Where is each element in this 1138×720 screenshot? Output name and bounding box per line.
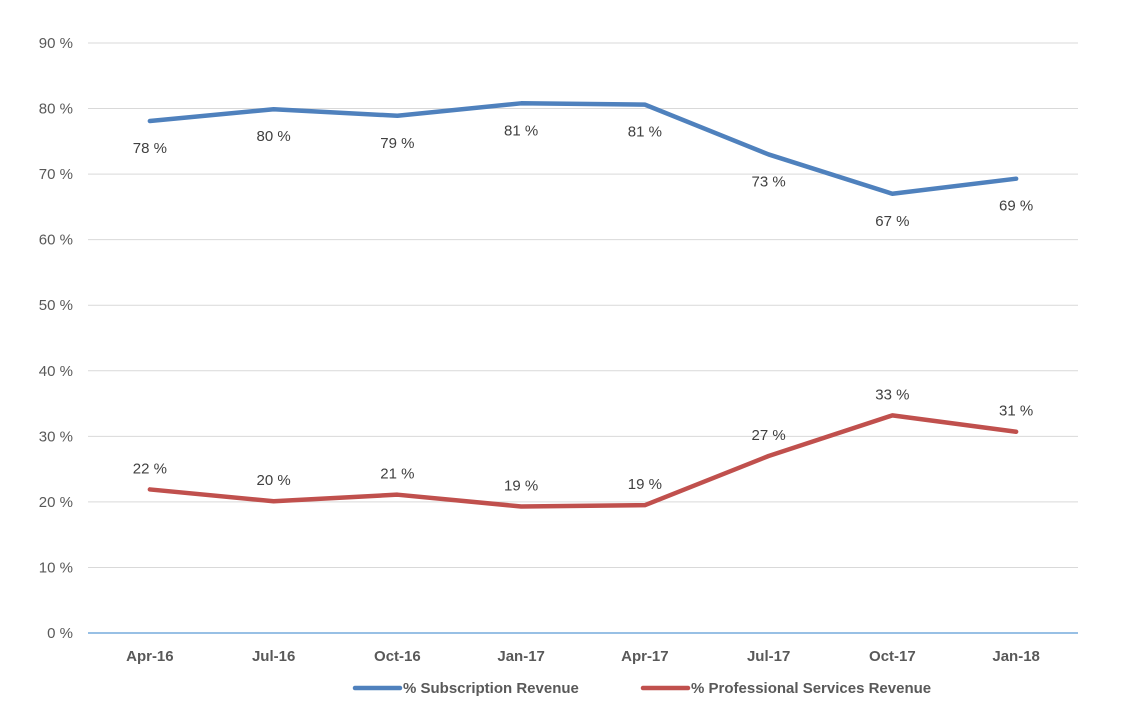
- data-label: 81 %: [628, 124, 662, 141]
- y-tick-label: 60 %: [39, 232, 73, 249]
- series-line-2: [147, 413, 1019, 509]
- x-tick-label: Jul-16: [252, 648, 295, 665]
- data-label: 79 %: [380, 135, 414, 152]
- x-tick-label: Oct-16: [374, 648, 421, 665]
- data-label: 20 %: [257, 472, 291, 489]
- gridlines: [88, 42, 1078, 568]
- y-axis-ticks: 0 % 10 % 20 % 30 % 40 % 50 % 60 % 70 % 80 % 90 %: [39, 35, 73, 642]
- y-tick-label: 20 %: [39, 494, 73, 511]
- series-line-1: [147, 101, 1019, 197]
- y-tick-label: 40 %: [39, 363, 73, 380]
- x-tick-label: Apr-16: [126, 648, 174, 665]
- data-label: 67 %: [875, 213, 909, 230]
- x-tick-label: Jan-17: [497, 648, 545, 665]
- data-label: 19 %: [504, 477, 538, 494]
- data-label: 22 %: [133, 460, 167, 477]
- legend: % Subscription Revenue % Professional Ser…: [352, 680, 931, 697]
- y-tick-label: 10 %: [39, 559, 73, 576]
- series-lines: [147, 101, 1019, 509]
- data-label: 21 %: [380, 466, 414, 483]
- data-label: 69 %: [999, 198, 1033, 215]
- y-tick-label: 50 %: [39, 297, 73, 314]
- data-label: 27 %: [752, 427, 786, 444]
- data-label: 31 %: [999, 403, 1033, 420]
- data-label: 80 %: [257, 128, 291, 145]
- x-tick-label: Jul-17: [747, 648, 790, 665]
- x-tick-label: Apr-17: [621, 648, 669, 665]
- data-labels: 78 % 80 % 79 % 81 % 81 % 73 % 67 % 69 % 22 % 20 %…: [133, 122, 1033, 494]
- data-label: 19 %: [628, 476, 662, 493]
- legend-label: % Professional Services Revenue: [691, 680, 931, 697]
- data-label: 73 %: [752, 173, 786, 190]
- data-label: 81 %: [504, 122, 538, 139]
- data-label: 78 %: [133, 140, 167, 157]
- y-tick-label: 30 %: [39, 428, 73, 445]
- x-tick-label: Jan-18: [992, 648, 1040, 665]
- y-tick-label: 80 %: [39, 101, 73, 118]
- data-label: 33 %: [875, 386, 909, 403]
- legend-label: % Subscription Revenue: [403, 680, 579, 697]
- x-tick-label: Oct-17: [869, 648, 916, 665]
- y-tick-label: 0 %: [47, 625, 73, 642]
- y-tick-label: 90 %: [39, 35, 73, 52]
- x-axis: Apr-16 Jul-16 Oct-16 Jan-17 Apr-17 Jul-17 Oct-…: [88, 632, 1078, 665]
- y-tick-label: 70 %: [39, 166, 73, 183]
